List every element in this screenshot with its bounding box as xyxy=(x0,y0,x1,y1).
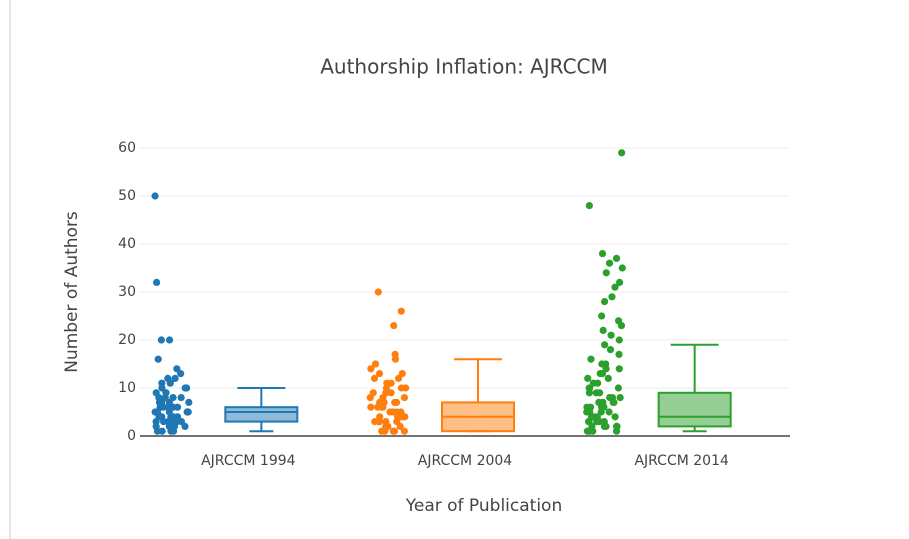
point xyxy=(152,389,160,397)
point xyxy=(391,350,399,358)
point xyxy=(177,394,185,402)
point xyxy=(371,418,379,426)
point xyxy=(600,298,609,306)
point xyxy=(618,149,626,157)
point xyxy=(390,322,398,330)
point xyxy=(587,355,595,363)
point xyxy=(618,264,626,272)
point xyxy=(151,192,159,200)
point xyxy=(611,413,619,421)
y-tick-label: 40 xyxy=(118,236,136,252)
point xyxy=(602,269,610,277)
point xyxy=(605,259,614,267)
point xyxy=(585,384,593,392)
point xyxy=(615,336,623,344)
point xyxy=(374,288,382,296)
point xyxy=(596,370,604,378)
point xyxy=(173,365,181,373)
point xyxy=(382,418,390,426)
point xyxy=(585,202,593,210)
point xyxy=(584,374,592,382)
point xyxy=(173,403,182,411)
point xyxy=(376,413,384,421)
point xyxy=(594,379,602,387)
point xyxy=(398,370,406,378)
point xyxy=(614,384,622,392)
y-tick-label: 30 xyxy=(118,284,136,300)
point xyxy=(162,389,170,397)
point xyxy=(608,293,616,301)
point xyxy=(616,394,624,402)
point xyxy=(177,370,185,378)
point xyxy=(154,355,162,363)
point xyxy=(615,365,623,373)
point xyxy=(614,317,623,325)
point xyxy=(607,331,615,339)
point xyxy=(397,384,406,392)
x-tick-label: AJRCCM 1994 xyxy=(201,453,296,469)
point xyxy=(185,398,193,406)
point xyxy=(369,389,377,397)
point xyxy=(400,427,408,435)
y-axis-title: Number of Authors xyxy=(62,211,82,373)
point xyxy=(370,374,379,382)
point xyxy=(386,408,394,416)
y-tick-label: 20 xyxy=(118,332,136,348)
point xyxy=(615,350,623,358)
x-tick-label: AJRCCM 2004 xyxy=(418,453,513,469)
point xyxy=(583,427,592,435)
point xyxy=(612,254,621,262)
point xyxy=(375,370,384,378)
point xyxy=(599,326,607,334)
box xyxy=(657,391,732,428)
point xyxy=(601,341,609,349)
x-tick-label: AJRCCM 2014 xyxy=(634,453,729,469)
point xyxy=(613,422,621,430)
y-tick-label: 60 xyxy=(118,140,136,156)
point xyxy=(598,312,606,320)
point xyxy=(165,336,174,344)
point xyxy=(605,408,613,416)
point xyxy=(389,427,397,435)
point xyxy=(164,374,172,382)
point xyxy=(387,389,395,397)
x-axis-title: Year of Publication xyxy=(405,496,562,516)
y-tick-label: 50 xyxy=(118,188,136,204)
y-tick-label: 10 xyxy=(118,380,136,396)
point xyxy=(583,403,591,411)
point xyxy=(371,360,380,368)
point xyxy=(606,346,615,354)
point xyxy=(606,394,614,402)
box xyxy=(224,406,299,423)
point xyxy=(158,427,166,435)
y-tick-label: 0 xyxy=(127,428,136,444)
point xyxy=(615,278,624,286)
point xyxy=(604,374,612,382)
point xyxy=(397,307,405,315)
point xyxy=(392,398,401,406)
point xyxy=(169,394,177,402)
point xyxy=(598,250,607,258)
point xyxy=(596,389,604,397)
point xyxy=(152,278,161,286)
point xyxy=(400,394,409,402)
point xyxy=(378,427,386,435)
point xyxy=(171,374,179,382)
point xyxy=(595,398,603,406)
point xyxy=(367,365,375,373)
point xyxy=(598,360,606,368)
point xyxy=(158,379,166,387)
chart-title: Authorship Inflation: AJRCCM xyxy=(320,55,608,79)
point xyxy=(157,336,165,344)
point xyxy=(181,384,189,392)
point xyxy=(383,379,391,387)
point xyxy=(367,403,375,411)
point xyxy=(611,283,619,291)
point xyxy=(184,408,192,416)
